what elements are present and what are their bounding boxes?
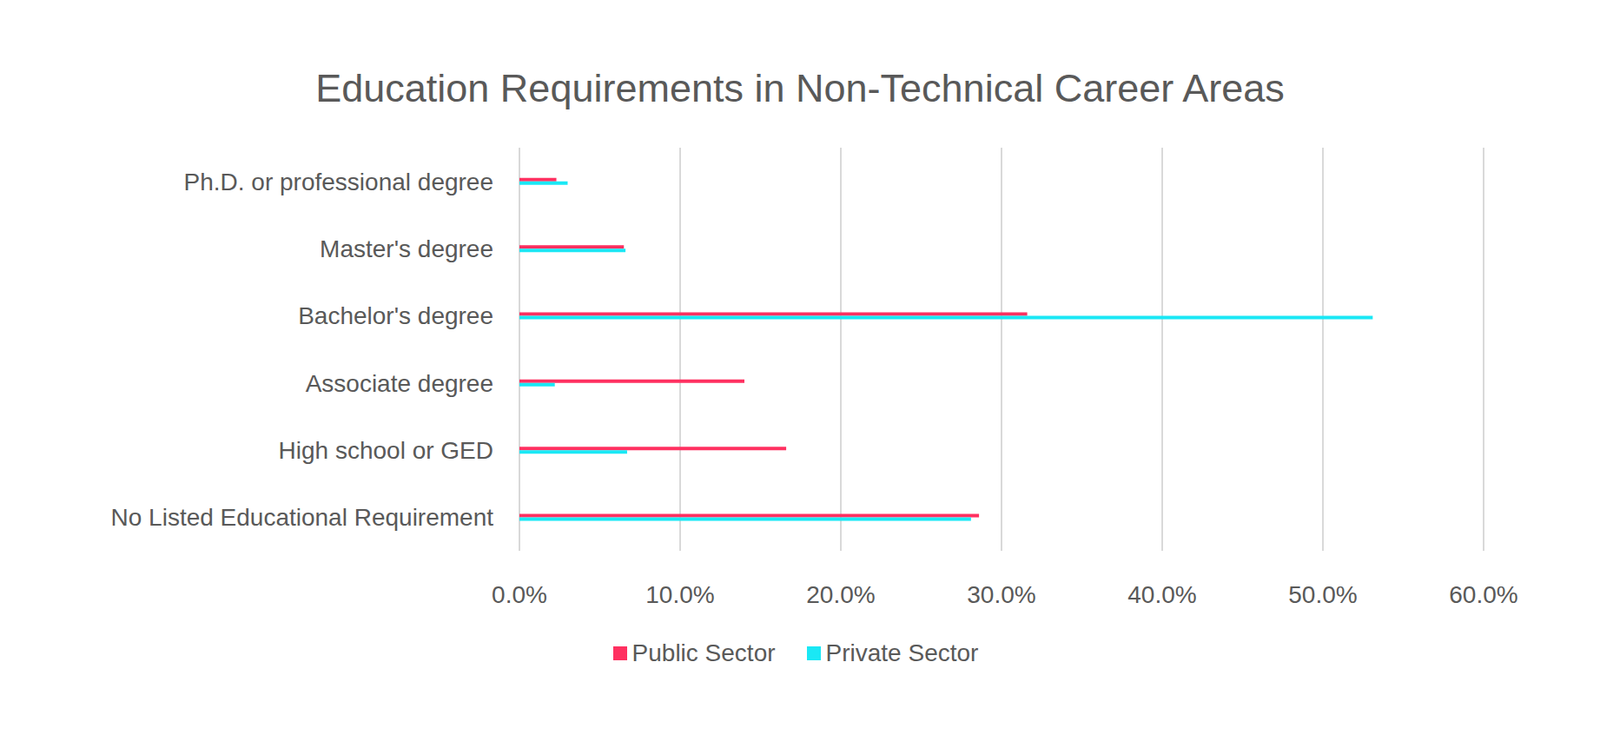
- svg-text:Associate degree: Associate degree: [305, 370, 494, 397]
- svg-text:50.0%: 50.0%: [1288, 581, 1357, 609]
- svg-text:10.0%: 10.0%: [645, 581, 715, 609]
- svg-text:No Listed Educational Requirem: No Listed Educational Requirement: [111, 503, 495, 531]
- svg-text:60.0%: 60.0%: [1448, 581, 1518, 609]
- html-text:Public Sector: Public Sector: [632, 639, 776, 667]
- svg-text:0.0%: 0.0%: [491, 581, 548, 609]
- html-text:Private Sector: Private Sector: [825, 639, 979, 667]
- html-text:Education Requirements in Non-: Education Requirements in Non-Technical …: [315, 66, 1285, 111]
- svg-text:Master's degree: Master's degree: [319, 235, 494, 263]
- svg-text:30.0%: 30.0%: [966, 581, 1036, 609]
- svg-text:Ph.D. or professional degree: Ph.D. or professional degree: [184, 168, 494, 196]
- svg-text:Bachelor's degree: Bachelor's degree: [297, 302, 494, 330]
- svg-text:40.0%: 40.0%: [1127, 581, 1197, 609]
- svg-text:High school or GED: High school or GED: [278, 436, 494, 464]
- svg-text:20.0%: 20.0%: [806, 581, 875, 609]
